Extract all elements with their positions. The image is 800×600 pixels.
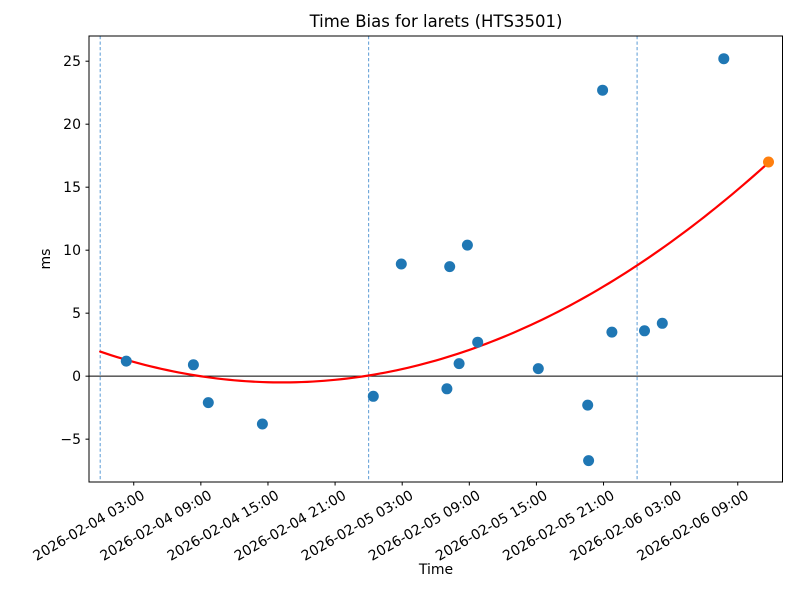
predicted-point	[763, 156, 774, 168]
y-tick-label: 20	[63, 117, 81, 133]
data-point	[656, 317, 668, 329]
data-point	[256, 418, 268, 430]
chart-title: Time Bias for larets (HTS3501)	[309, 12, 563, 31]
x-axis-label: Time	[418, 562, 454, 578]
x-tick-label: 2026-02-06 03:00	[567, 488, 684, 565]
x-tick-label: 2026-02-05 03:00	[299, 488, 416, 565]
data-point	[583, 455, 595, 467]
data-point	[444, 261, 456, 273]
quadratic-fit	[99, 161, 770, 384]
x-tick-label: 2026-02-04 21:00	[232, 488, 349, 565]
y-tick-label: 0	[72, 369, 81, 385]
data-point	[202, 397, 214, 409]
y-tick-label: 25	[63, 54, 81, 70]
x-tick-label: 2026-02-05 15:00	[433, 488, 550, 565]
y-tick-label: 15	[63, 180, 81, 196]
x-tick-label: 2026-02-04 15:00	[165, 488, 282, 565]
data-point	[187, 359, 199, 371]
data-point	[718, 53, 730, 65]
y-tick-label: 5	[72, 306, 81, 322]
x-tick-label: 2026-02-05 09:00	[366, 488, 483, 565]
data-point	[120, 355, 132, 367]
x-tick-label: 2026-02-05 21:00	[500, 488, 617, 565]
data-point	[532, 363, 544, 375]
y-tick-label: −5	[60, 432, 81, 448]
data-point	[367, 390, 379, 402]
data-point	[639, 325, 650, 337]
data-point	[582, 399, 594, 411]
plot-border	[88, 35, 783, 483]
y-tick-label: 10	[63, 243, 81, 259]
data-point	[597, 84, 609, 96]
y-axis-label: ms	[38, 248, 54, 270]
x-tick-label: 2026-02-04 09:00	[98, 488, 215, 565]
data-point	[461, 239, 473, 251]
x-tick-label: 2026-02-06 09:00	[634, 488, 751, 565]
data-point	[606, 326, 618, 338]
data-point	[395, 258, 407, 270]
x-tick-label: 2026-02-04 03:00	[30, 488, 147, 565]
data-point	[441, 383, 453, 395]
data-point	[453, 358, 465, 370]
data-point	[472, 336, 484, 348]
